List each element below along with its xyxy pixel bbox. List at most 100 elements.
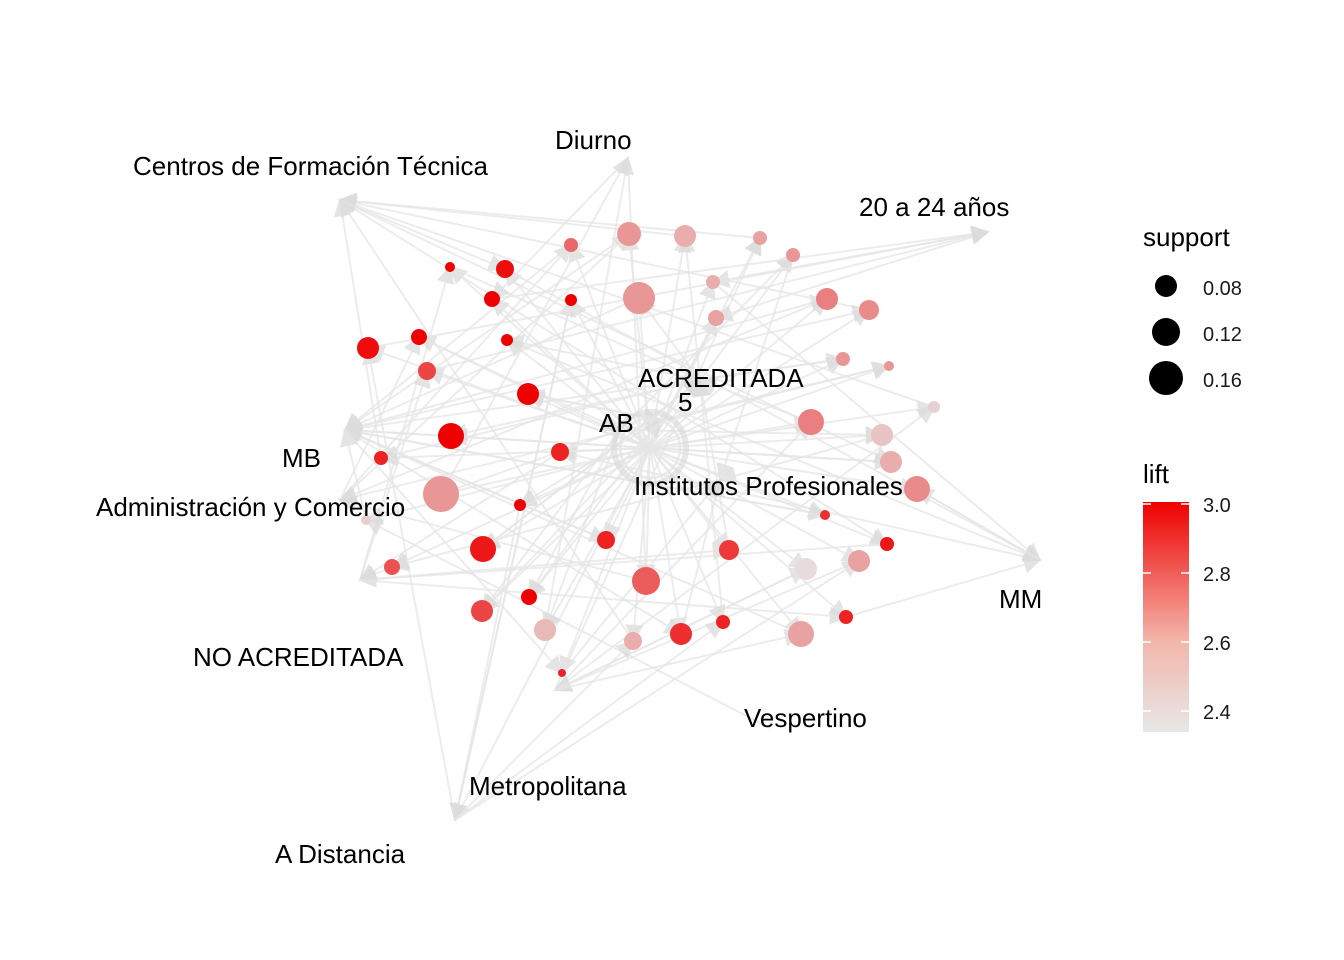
- rule-edge: [418, 336, 622, 432]
- rule-edge: [506, 339, 1042, 563]
- rule-node: [795, 558, 817, 580]
- rule-edge: [490, 157, 629, 301]
- support-legend: support 0.08 0.12 0.16: [1143, 222, 1242, 395]
- rule-edge: [440, 156, 629, 495]
- item-label-vespertino: Vespertino: [744, 703, 867, 733]
- rule-edge: [449, 504, 521, 822]
- rule-node: [423, 476, 459, 512]
- rule-edge: [339, 199, 889, 545]
- lift-tick-label: 2.8: [1203, 564, 1231, 586]
- rule-edge: [454, 560, 861, 821]
- rule-edge: [659, 360, 891, 421]
- rule-node: [719, 540, 739, 560]
- rule-node: [445, 262, 455, 272]
- item-label-20-a-24-anos: 20 a 24 años: [859, 192, 1009, 222]
- rule-node: [411, 329, 427, 345]
- rule-node: [374, 451, 388, 465]
- item-label-5: 5: [678, 387, 692, 417]
- rule-node: [517, 383, 539, 405]
- rule-edge: [426, 227, 990, 372]
- rule-node: [928, 401, 940, 413]
- rule-nodes: [357, 222, 940, 677]
- rule-edge: [481, 379, 701, 551]
- rule-node: [514, 499, 526, 511]
- rule-edge: [338, 192, 761, 239]
- rule-edge: [344, 294, 829, 431]
- rule-edge: [714, 231, 989, 322]
- support-legend-label: 0.16: [1203, 370, 1242, 392]
- rule-edge: [343, 428, 802, 635]
- item-label-acreditada: ACREDITADA: [638, 363, 804, 393]
- rule-edge: [358, 543, 888, 588]
- rule-node: [880, 537, 894, 551]
- support-legend-key-medium: [1152, 318, 1180, 346]
- rule-edge: [359, 579, 848, 625]
- rule-node: [670, 623, 692, 645]
- rule-edge: [364, 519, 771, 729]
- rule-node: [521, 589, 537, 605]
- item-label-administracion-comercio: Administración y Comercio: [96, 492, 405, 522]
- rule-node: [624, 632, 642, 650]
- rule-node: [884, 361, 894, 371]
- rule-edge: [619, 425, 884, 444]
- hub-self-loops: [611, 409, 689, 487]
- rule-node: [564, 238, 578, 252]
- rule-edge: [692, 378, 724, 623]
- rule-node: [438, 423, 464, 449]
- rule-edge: [343, 233, 630, 432]
- item-label-metropolitana: Metropolitana: [469, 771, 627, 801]
- rule-node: [496, 260, 514, 278]
- rule-node: [839, 610, 853, 624]
- rule-node: [534, 619, 556, 641]
- rule-edge: [491, 225, 990, 300]
- rule-edge: [454, 639, 635, 821]
- support-legend-key-large: [1149, 361, 1183, 395]
- lift-legend-title: lift: [1143, 459, 1170, 489]
- rule-edge: [338, 495, 647, 582]
- rule-edge: [338, 194, 870, 311]
- item-label-institutos-profesionales: Institutos Profesionales: [634, 471, 903, 501]
- item-label-a-distancia: A Distancia: [275, 839, 406, 869]
- rule-edge: [454, 620, 725, 821]
- rule-edge: [699, 352, 845, 381]
- rule-edge: [359, 369, 431, 581]
- rule-edge: [338, 298, 828, 503]
- rule-edge: [333, 198, 382, 459]
- rule-node: [716, 615, 730, 629]
- rule-edge: [527, 447, 651, 599]
- rule-edge: [570, 298, 651, 449]
- rule-node: [674, 225, 696, 247]
- item-label-ab: AB: [599, 408, 634, 438]
- rule-edge: [680, 478, 725, 635]
- rule-edge: [649, 447, 808, 571]
- rule-edge: [649, 447, 848, 619]
- rule-edge: [343, 244, 572, 432]
- rule-edge: [625, 447, 651, 643]
- item-label-diurno: Diurno: [555, 125, 632, 155]
- rule-edge: [619, 253, 795, 431]
- rule-edge: [712, 281, 1042, 562]
- rule-node: [836, 352, 850, 366]
- rule-node: [597, 531, 615, 549]
- rule-node: [384, 559, 400, 575]
- item-labels: Diurno Centros de Formación Técnica 20 a…: [96, 125, 1042, 869]
- rule-node: [357, 337, 379, 359]
- rule-node: [706, 275, 720, 289]
- rule-edge: [344, 429, 683, 635]
- rule-edge: [649, 309, 871, 449]
- item-label-centros-formacion-tecnica: Centros de Formación Técnica: [133, 151, 489, 181]
- lift-tick-label: 2.4: [1203, 702, 1231, 724]
- rule-edge: [367, 226, 990, 349]
- support-legend-label: 0.08: [1203, 278, 1242, 300]
- rule-edge: [481, 378, 702, 612]
- rule-edge: [693, 378, 730, 551]
- rule-edge: [649, 447, 919, 496]
- rule-node: [501, 334, 513, 346]
- rule-edge: [339, 335, 421, 501]
- rule-node: [798, 409, 824, 435]
- rule-node: [418, 362, 436, 380]
- rule-edge: [649, 415, 813, 449]
- rule-edge: [344, 304, 871, 431]
- rule-node: [788, 621, 814, 647]
